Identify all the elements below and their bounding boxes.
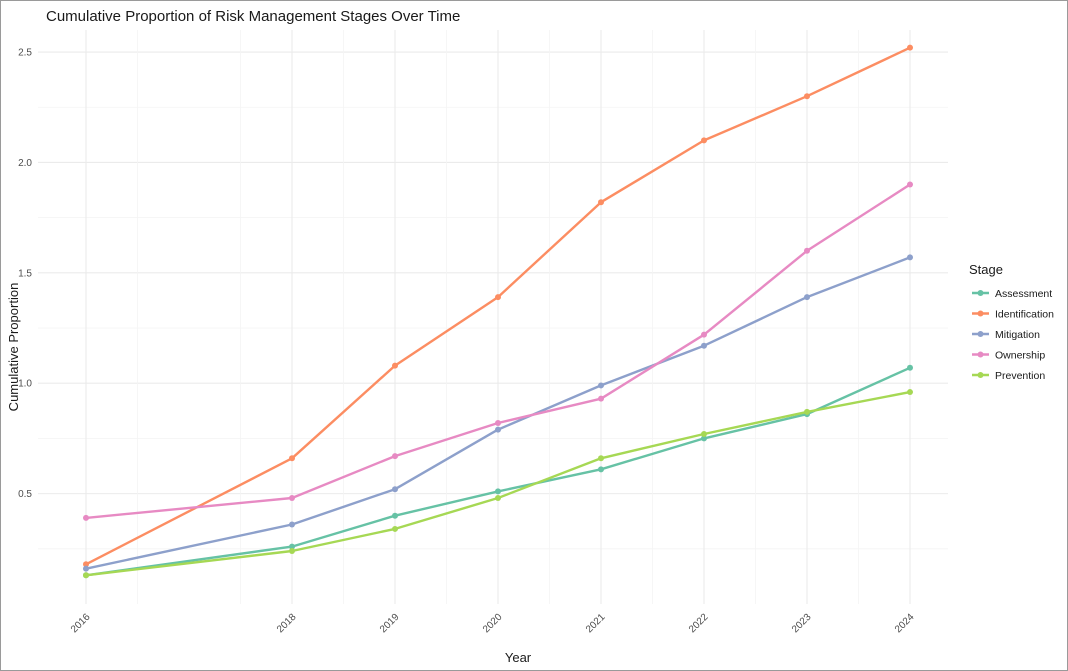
series-lines xyxy=(83,44,913,579)
legend-label: Identification xyxy=(995,308,1054,320)
legend-label: Mitigation xyxy=(995,329,1040,341)
data-point-assessment xyxy=(495,488,501,495)
data-point-ownership xyxy=(83,514,89,521)
y-tick-label: 1.0 xyxy=(18,379,32,390)
data-point-assessment xyxy=(289,543,295,550)
y-axis-title: Cumulative Proportion xyxy=(6,283,21,412)
legend-key-point xyxy=(977,331,984,337)
y-tick-label: 1.5 xyxy=(18,268,32,279)
x-axis-title: Year xyxy=(505,650,532,665)
series-line-prevention xyxy=(84,390,912,577)
x-axis-ticks: 2016 2018 2019 2020 2021 2022 2023 2024 xyxy=(69,611,917,635)
data-point-assessment xyxy=(701,435,707,442)
series-line-identification xyxy=(84,46,912,566)
chart-title: Cumulative Proportion of Risk Management… xyxy=(46,8,460,25)
legend-title: Stage xyxy=(969,262,1003,277)
data-point-prevention xyxy=(392,525,398,532)
legend-label: Ownership xyxy=(995,349,1045,361)
legend-key-point xyxy=(977,372,984,378)
data-point-ownership xyxy=(804,247,810,254)
x-tick-label: 2019 xyxy=(378,611,402,635)
data-point-ownership xyxy=(598,395,604,402)
grid xyxy=(38,30,948,604)
x-tick-label: 2018 xyxy=(275,611,299,635)
series-line-ownership xyxy=(84,183,912,520)
legend-label: Assessment xyxy=(995,288,1052,300)
x-tick-label: 2024 xyxy=(893,611,917,635)
data-point-mitigation xyxy=(804,294,810,301)
data-point-prevention xyxy=(804,408,810,415)
data-point-prevention xyxy=(907,389,913,396)
data-point-mitigation xyxy=(392,486,398,493)
data-point-ownership xyxy=(701,331,707,338)
data-point-ownership xyxy=(392,453,398,460)
data-point-mitigation xyxy=(495,426,501,433)
data-point-assessment xyxy=(392,512,398,519)
data-point-ownership xyxy=(907,181,913,188)
x-tick-label: 2016 xyxy=(69,611,93,635)
x-tick-label: 2020 xyxy=(481,611,505,635)
series-mitigation xyxy=(83,254,913,572)
series-ownership xyxy=(83,181,913,521)
data-point-mitigation xyxy=(907,254,913,261)
data-point-prevention xyxy=(289,548,295,555)
legend-item-mitigation: Mitigation xyxy=(972,329,1040,341)
data-point-identification xyxy=(392,362,398,369)
data-point-identification xyxy=(289,455,295,462)
data-point-prevention xyxy=(83,572,89,579)
data-point-identification xyxy=(907,44,913,51)
legend-item-prevention: Prevention xyxy=(972,370,1045,382)
data-point-assessment xyxy=(907,364,913,371)
legend-key-point xyxy=(977,290,984,296)
data-point-identification xyxy=(804,93,810,100)
legend-item-ownership: Ownership xyxy=(972,349,1045,361)
legend: Stage Assessment Identification Mitigation… xyxy=(969,262,1054,382)
data-point-assessment xyxy=(598,466,604,473)
series-line-mitigation xyxy=(84,256,912,570)
data-point-mitigation xyxy=(83,565,89,572)
series-prevention xyxy=(83,389,913,579)
y-tick-label: 0.5 xyxy=(18,489,32,500)
legend-label: Prevention xyxy=(995,370,1045,382)
legend-item-assessment: Assessment xyxy=(972,288,1052,300)
data-point-identification xyxy=(598,199,604,206)
data-point-mitigation xyxy=(701,342,707,349)
x-tick-label: 2022 xyxy=(687,611,711,635)
data-point-prevention xyxy=(701,431,707,438)
data-point-identification xyxy=(495,294,501,301)
data-point-mitigation xyxy=(289,521,295,528)
x-tick-label: 2021 xyxy=(584,611,608,635)
data-point-identification xyxy=(701,137,707,144)
data-point-ownership xyxy=(495,419,501,426)
series-identification xyxy=(83,44,913,568)
legend-item-identification: Identification xyxy=(972,308,1054,320)
y-axis-ticks: 0.5 1.0 1.5 2.0 2.5 xyxy=(18,48,32,501)
y-tick-label: 2.0 xyxy=(18,158,32,169)
y-tick-label: 2.5 xyxy=(18,48,32,59)
x-tick-label: 2023 xyxy=(790,611,814,635)
data-point-identification xyxy=(83,561,89,568)
legend-key-point xyxy=(977,310,984,317)
data-point-prevention xyxy=(598,455,604,462)
data-point-prevention xyxy=(495,495,501,502)
data-point-ownership xyxy=(289,495,295,502)
legend-key-point xyxy=(977,351,984,358)
series-line-assessment xyxy=(84,366,912,577)
data-point-mitigation xyxy=(598,382,604,389)
